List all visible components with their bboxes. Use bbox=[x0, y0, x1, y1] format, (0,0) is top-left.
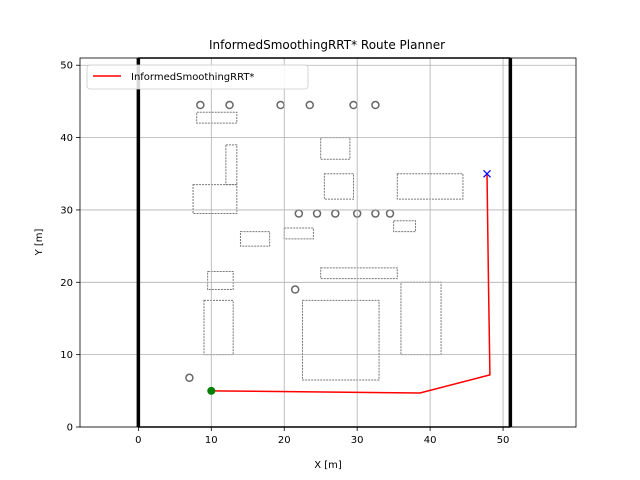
x-tick-label: 40 bbox=[424, 435, 437, 446]
x-ticks: 0 10 20 30 40 50 bbox=[135, 427, 509, 446]
marker-layer bbox=[207, 169, 491, 395]
x-tick-label: 20 bbox=[278, 435, 291, 446]
y-tick-label: 30 bbox=[60, 205, 73, 216]
plot-area bbox=[79, 57, 577, 428]
y-tick-label: 50 bbox=[60, 61, 73, 72]
obstacle-outline bbox=[225, 144, 238, 186]
obstacle-marker bbox=[185, 373, 194, 383]
obstacle-outline bbox=[196, 111, 238, 124]
y-axis-label: Y [m] bbox=[34, 228, 45, 256]
y-tick-label: 10 bbox=[60, 350, 73, 361]
obstacle-outline bbox=[203, 299, 234, 356]
obstacle-outline bbox=[192, 184, 238, 215]
obstacle-marker bbox=[371, 100, 380, 110]
axes-frame bbox=[79, 57, 577, 428]
legend-box bbox=[86, 64, 309, 90]
goal-point-marker bbox=[483, 169, 491, 178]
axes-background bbox=[80, 58, 576, 427]
obstacle-marker bbox=[290, 285, 300, 294]
legend: InformedSmoothingRRT* bbox=[86, 64, 309, 90]
y-tick-label: 40 bbox=[60, 133, 73, 144]
series-layer bbox=[211, 173, 491, 394]
x-tick-label: 30 bbox=[351, 435, 364, 446]
y-tick-label: 0 bbox=[67, 423, 73, 434]
obstacle-outline bbox=[323, 173, 355, 200]
obstacle-outline bbox=[207, 270, 234, 291]
series-line-path bbox=[211, 173, 491, 394]
start-point-marker bbox=[207, 386, 216, 395]
obstacle-marker bbox=[225, 100, 234, 110]
x-tick-label: 10 bbox=[205, 435, 218, 446]
obstacle-outline bbox=[283, 227, 314, 240]
obstacle-marker bbox=[196, 100, 205, 110]
y-ticks: 0 10 20 30 40 50 bbox=[60, 61, 80, 434]
occupancy-map bbox=[185, 100, 464, 383]
obstacle-marker bbox=[305, 100, 315, 110]
obstacle-outline bbox=[320, 267, 398, 280]
obstacle-outline bbox=[393, 220, 417, 233]
legend-label: InformedSmoothingRRT* bbox=[131, 72, 254, 83]
x-axis-label: X [m] bbox=[314, 460, 342, 471]
x-tick-label: 0 bbox=[135, 435, 141, 446]
y-tick-label: 20 bbox=[60, 278, 73, 289]
chart-title: InformedSmoothingRRT* Route Planner bbox=[209, 38, 445, 52]
goal-x-stroke bbox=[483, 169, 491, 178]
obstacle-outline bbox=[320, 137, 351, 160]
x-tick-label: 50 bbox=[497, 435, 510, 446]
obstacle-outline bbox=[239, 231, 271, 247]
